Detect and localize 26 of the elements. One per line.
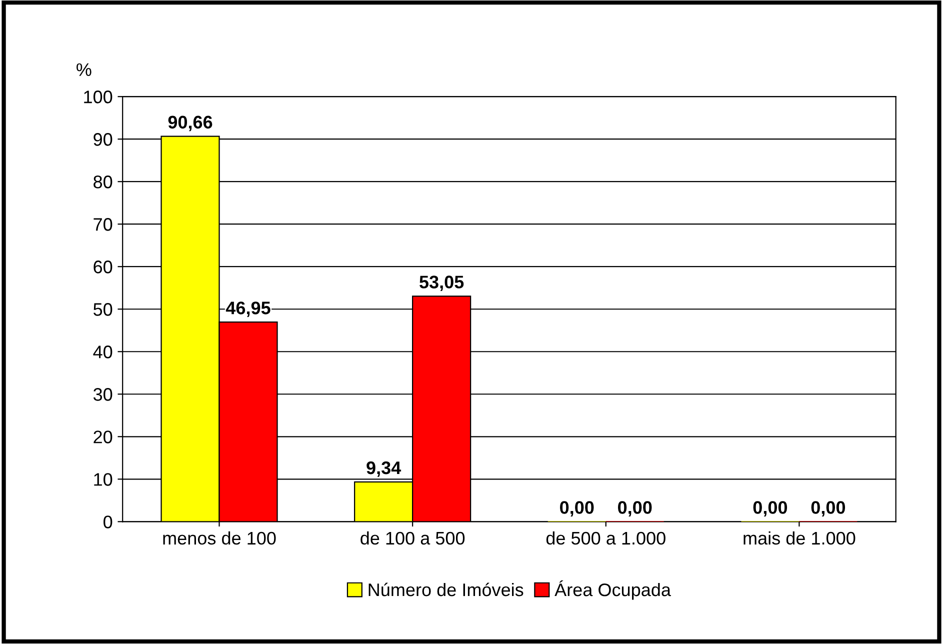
data-label: 0,00 xyxy=(618,501,652,517)
data-label: 0,00 xyxy=(811,501,846,517)
y-tick-label: 30 xyxy=(93,388,112,401)
data-label: 90,66 xyxy=(168,116,212,132)
y-tick-label: 100 xyxy=(84,90,112,104)
y-axis-title: % xyxy=(76,63,92,76)
x-tick-label: de 500 a 1.000 xyxy=(546,531,666,545)
data-label: 0,00 xyxy=(560,501,594,517)
y-tick-label: 10 xyxy=(94,473,112,486)
y-tick-label: 20 xyxy=(94,430,112,444)
y-tick-label: 70 xyxy=(94,218,112,231)
data-label: 53,05 xyxy=(420,276,464,292)
legend-label: Área Ocupada xyxy=(554,580,671,600)
data-label: 0,00 xyxy=(753,501,788,517)
x-tick-label: mais de 1.000 xyxy=(744,531,856,545)
y-tick-label: 60 xyxy=(94,260,112,274)
data-label: 9,34 xyxy=(366,461,402,477)
x-tick-label: de 100 a 500 xyxy=(360,531,465,545)
y-tick-label: 90 xyxy=(94,133,112,146)
x-tick-label: menos de 100 xyxy=(163,531,276,545)
y-tick-label: 80 xyxy=(94,176,112,188)
y-tick-label: 40 xyxy=(93,346,112,358)
y-tick-label: 0 xyxy=(104,516,112,528)
legend-label: Número de Imóveis xyxy=(368,582,524,596)
data-label: 46,95 xyxy=(226,302,270,317)
y-tick-label: 50 xyxy=(94,303,112,316)
